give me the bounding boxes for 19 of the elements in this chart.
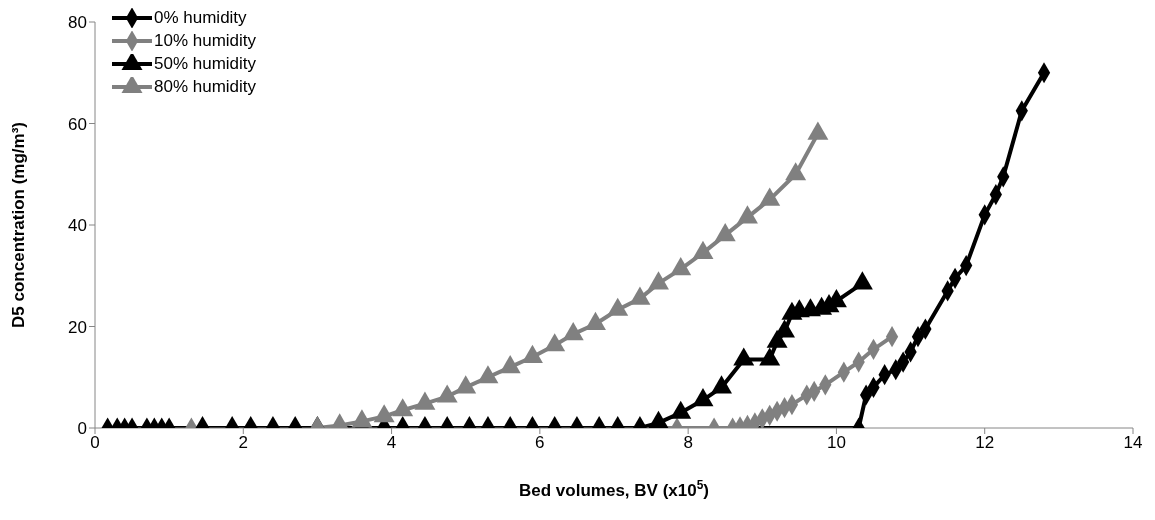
y-tick-label: 0 xyxy=(77,419,87,439)
x-tick-label: 6 xyxy=(535,433,545,453)
legend-label: 50% humidity xyxy=(154,53,257,74)
x-tick-label: 2 xyxy=(238,433,249,453)
y-tick-label: 80 xyxy=(68,13,87,33)
y-tick-label: 40 xyxy=(68,216,87,236)
legend-label: 0% humidity xyxy=(154,7,247,28)
x-tick-label: 0 xyxy=(90,433,100,453)
x-tick-label: 12 xyxy=(975,433,995,453)
y-tick-label: 20 xyxy=(68,317,87,337)
x-tick-label: 4 xyxy=(386,433,397,453)
x-tick-label: 14 xyxy=(1123,433,1143,453)
legend-label: 80% humidity xyxy=(154,76,257,97)
x-axis-title: Bed volumes, BV (x10$^{5}$) xyxy=(519,478,709,500)
x-tick-label: 8 xyxy=(683,433,693,453)
x-tick-label: 10 xyxy=(826,433,846,453)
y-axis-title: D5 concentration (mg/m³) xyxy=(9,122,29,328)
y-tick-label: 60 xyxy=(68,114,87,134)
legend-label: 10% humidity xyxy=(154,30,257,51)
